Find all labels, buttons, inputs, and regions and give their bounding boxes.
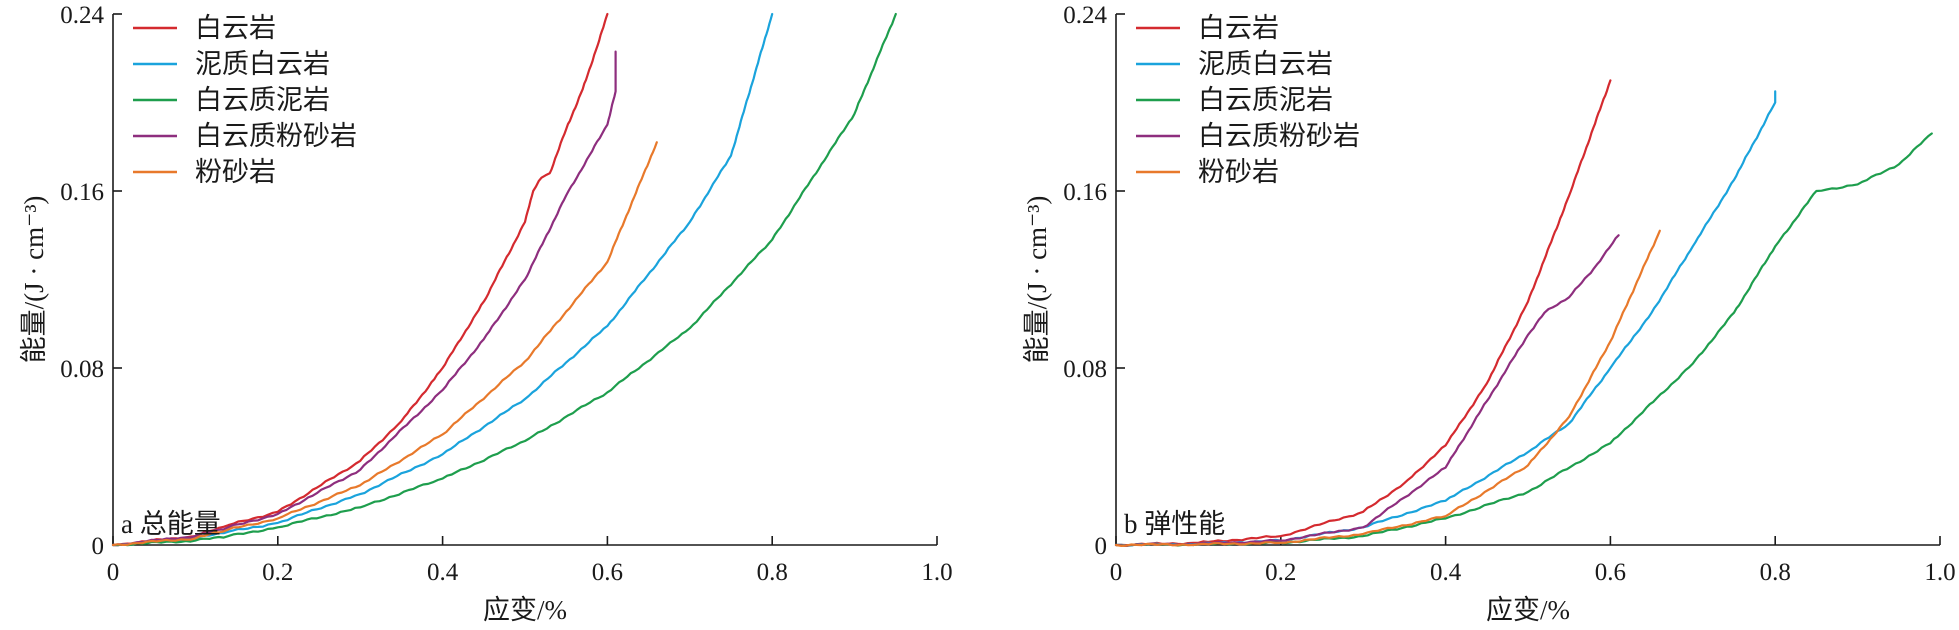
x-tick-label: 0 bbox=[107, 559, 120, 586]
y-tick-label: 0.08 bbox=[60, 356, 104, 383]
legend-label-4: 粉砂岩 bbox=[195, 157, 276, 187]
y-tick-label: 0.16 bbox=[60, 179, 104, 206]
y-axis-title: 能量/(J · cm⁻³) bbox=[19, 196, 49, 364]
legend-label-3: 白云质粉砂岩 bbox=[1198, 121, 1360, 151]
x-tick-label: 0.6 bbox=[1595, 559, 1626, 586]
y-tick-label: 0.16 bbox=[1063, 179, 1107, 206]
x-tick-label: 0.8 bbox=[1760, 559, 1791, 586]
legend-label-2: 白云质泥岩 bbox=[195, 85, 330, 115]
y-tick-label: 0 bbox=[92, 533, 105, 560]
series-line-3 bbox=[1114, 234, 1620, 548]
series-line-4 bbox=[1114, 229, 1661, 548]
y-tick-label: 0.08 bbox=[1063, 356, 1107, 383]
y-tick-label: 0.24 bbox=[1063, 2, 1107, 29]
legend-label-4: 粉砂岩 bbox=[1198, 157, 1279, 187]
series-line-2 bbox=[111, 12, 897, 547]
y-tick-label: 0 bbox=[1095, 533, 1108, 560]
chart-panel-0: 0 0.2 0.4 0.6 0.8 1.0 0 0.08 0.16 0.24 应变/% 能量/(J ·… bbox=[19, 2, 952, 625]
legend-label-3: 白云质粉砂岩 bbox=[195, 121, 357, 151]
x-tick-label: 1.0 bbox=[1924, 559, 1955, 586]
panel-label: b 弹性能 bbox=[1124, 509, 1225, 539]
x-tick-label: 1.0 bbox=[921, 559, 952, 586]
x-tick-label: 0.4 bbox=[1430, 559, 1462, 586]
y-axis-title: 能量/(J · cm⁻³) bbox=[1022, 196, 1052, 364]
panel-label: a 总能量 bbox=[121, 509, 221, 539]
x-tick-label: 0.6 bbox=[592, 559, 623, 586]
series-line-3 bbox=[111, 50, 617, 547]
legend-label-1: 泥质白云岩 bbox=[1198, 49, 1333, 79]
x-tick-label: 0.2 bbox=[1265, 559, 1296, 586]
x-axis-title: 应变/% bbox=[1486, 595, 1570, 625]
legend-label-1: 泥质白云岩 bbox=[195, 49, 330, 79]
chart-panel-1: 0 0.2 0.4 0.6 0.8 1.0 0 0.08 0.16 0.24 应变/% 能量/(J ·… bbox=[1022, 2, 1955, 625]
series-line-1 bbox=[111, 12, 774, 547]
x-tick-label: 0.2 bbox=[262, 559, 293, 586]
legend-label-0: 白云岩 bbox=[195, 13, 276, 43]
series-line-4 bbox=[111, 141, 658, 547]
series-line-0 bbox=[1114, 79, 1612, 547]
x-axis-title: 应变/% bbox=[483, 595, 567, 625]
x-tick-label: 0.8 bbox=[757, 559, 788, 586]
x-tick-label: 0 bbox=[1110, 559, 1123, 586]
legend-label-2: 白云质泥岩 bbox=[1198, 85, 1333, 115]
legend-label-0: 白云岩 bbox=[1198, 13, 1279, 43]
x-tick-label: 0.4 bbox=[427, 559, 459, 586]
series-line-0 bbox=[111, 12, 609, 547]
y-tick-label: 0.24 bbox=[60, 2, 104, 29]
